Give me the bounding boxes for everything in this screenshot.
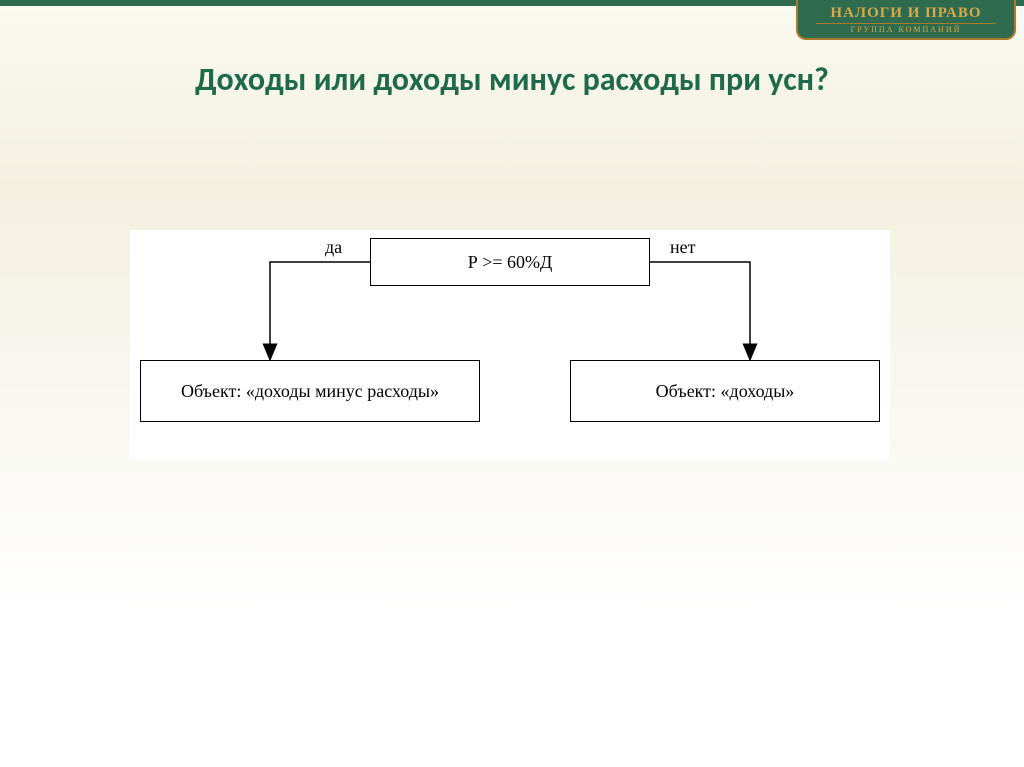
edge-no xyxy=(650,262,750,357)
edge-label-yes: да xyxy=(325,237,342,258)
slide-title: Доходы или доходы минус расходы при усн? xyxy=(0,60,1024,99)
node-right-result-label: Объект: «доходы» xyxy=(656,381,795,402)
brand-logo: НАЛОГИ И ПРАВО ГРУППА КОМПАНИЙ xyxy=(796,0,1016,40)
logo-line2: ГРУППА КОМПАНИЙ xyxy=(851,26,962,34)
edge-label-no: нет xyxy=(670,237,696,258)
flowchart: Р >= 60%Д Объект: «доходы минус расходы»… xyxy=(130,230,890,460)
logo-divider xyxy=(816,23,996,24)
node-condition: Р >= 60%Д xyxy=(370,238,650,286)
node-right-result: Объект: «доходы» xyxy=(570,360,880,422)
slide: НАЛОГИ И ПРАВО ГРУППА КОМПАНИЙ Доходы ил… xyxy=(0,0,1024,767)
node-left-result-label: Объект: «доходы минус расходы» xyxy=(181,381,439,402)
edge-yes xyxy=(270,262,370,357)
node-condition-label: Р >= 60%Д xyxy=(468,252,553,273)
node-left-result: Объект: «доходы минус расходы» xyxy=(140,360,480,422)
logo-line1: НАЛОГИ И ПРАВО xyxy=(830,6,981,21)
